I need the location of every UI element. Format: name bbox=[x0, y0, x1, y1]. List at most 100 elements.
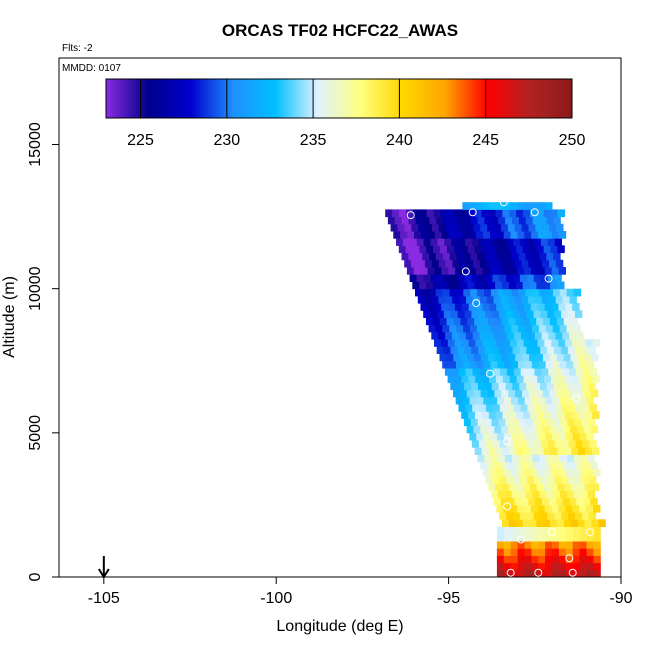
heat-cell bbox=[569, 497, 577, 506]
heat-cell bbox=[520, 404, 528, 412]
heat-cell bbox=[564, 411, 572, 419]
heat-cell bbox=[517, 231, 525, 239]
heat-cell bbox=[538, 360, 547, 369]
heat-cell bbox=[528, 295, 536, 304]
heat-cell bbox=[541, 368, 549, 376]
heat-cell bbox=[549, 223, 557, 232]
heat-cell bbox=[496, 555, 505, 564]
heat-cell bbox=[530, 411, 538, 419]
heat-cell bbox=[545, 231, 553, 239]
heat-cell bbox=[522, 353, 530, 362]
heat-cell bbox=[479, 295, 488, 304]
heat-cell bbox=[573, 396, 581, 405]
heat-cell bbox=[566, 324, 574, 333]
heat-cell bbox=[549, 259, 557, 268]
heat-cell bbox=[489, 468, 498, 477]
heat-cell bbox=[554, 346, 562, 354]
y-tick-label: 15000 bbox=[27, 122, 44, 167]
heat-cell bbox=[547, 310, 555, 318]
heat-cell bbox=[463, 216, 472, 225]
heat-cell bbox=[453, 353, 461, 362]
heat-cell bbox=[551, 504, 559, 513]
heat-cell bbox=[535, 497, 543, 506]
heat-cell bbox=[514, 331, 522, 340]
heat-cell bbox=[492, 404, 501, 412]
heat-cell bbox=[572, 504, 580, 513]
heat-cell bbox=[426, 209, 434, 218]
heat-cell bbox=[525, 418, 534, 427]
heat-cell bbox=[518, 454, 527, 463]
heat-cell bbox=[536, 483, 544, 491]
heat-cell bbox=[592, 339, 600, 347]
heat-cell bbox=[545, 548, 553, 556]
heat-cell bbox=[533, 476, 542, 484]
heat-cell bbox=[488, 245, 496, 254]
heat-cell bbox=[476, 432, 484, 441]
heat-cell bbox=[478, 346, 486, 354]
heat-cell bbox=[469, 360, 478, 369]
heat-cell bbox=[583, 461, 591, 470]
heat-cell bbox=[406, 267, 415, 275]
heat-cell bbox=[508, 281, 517, 290]
heat-cell bbox=[485, 476, 493, 484]
heat-cell bbox=[482, 375, 490, 383]
heat-cell bbox=[550, 447, 558, 455]
heat-cell bbox=[554, 476, 562, 484]
heat-cell bbox=[588, 382, 596, 391]
heat-cell bbox=[429, 216, 437, 225]
heat-cell bbox=[586, 562, 594, 571]
heat-cell bbox=[509, 209, 517, 218]
heat-cell bbox=[479, 368, 487, 376]
heat-cell bbox=[513, 512, 521, 520]
heat-cell bbox=[539, 454, 547, 463]
heat-cell bbox=[544, 375, 552, 383]
heat-cell bbox=[565, 562, 574, 571]
heat-cell bbox=[517, 526, 525, 535]
heat-cell bbox=[584, 519, 592, 527]
heat-cell bbox=[496, 432, 505, 441]
heat-cell bbox=[536, 353, 544, 362]
heat-cell bbox=[544, 339, 552, 347]
heat-cell bbox=[401, 216, 410, 225]
heat-cell bbox=[385, 209, 393, 218]
heat-cell bbox=[545, 324, 554, 333]
heat-cell bbox=[507, 331, 515, 340]
heat-cell bbox=[565, 504, 573, 513]
heat-cell bbox=[545, 569, 553, 578]
heat-cell bbox=[503, 526, 512, 535]
heat-cell bbox=[593, 569, 601, 578]
heat-cell bbox=[538, 555, 546, 564]
heat-cell bbox=[587, 454, 596, 463]
heat-cell bbox=[476, 231, 484, 239]
heat-cell bbox=[553, 382, 562, 391]
heat-cell bbox=[588, 346, 596, 354]
heat-cell bbox=[496, 231, 505, 239]
heat-cell bbox=[431, 331, 439, 340]
heat-cell bbox=[565, 303, 573, 311]
heat-cell bbox=[593, 533, 601, 542]
heat-cell bbox=[568, 404, 577, 412]
heat-cell bbox=[456, 360, 464, 369]
heat-cell bbox=[540, 476, 549, 484]
heat-cell bbox=[505, 346, 514, 354]
colorbar-tick-label: 230 bbox=[213, 132, 240, 149]
heat-cell bbox=[488, 281, 496, 290]
heat-cell bbox=[524, 396, 533, 405]
heat-cell bbox=[519, 274, 528, 282]
heat-cell bbox=[572, 468, 580, 477]
heat-cell bbox=[498, 216, 506, 225]
heat-cell bbox=[436, 346, 445, 354]
heat-cell bbox=[411, 223, 419, 232]
heat-cell bbox=[493, 331, 501, 340]
x-axis-label: Longitude (deg E) bbox=[276, 618, 403, 635]
heat-cell bbox=[545, 202, 553, 210]
heat-cell bbox=[503, 548, 512, 556]
heat-cell bbox=[531, 360, 540, 369]
heat-cell bbox=[524, 533, 532, 542]
heat-cell bbox=[477, 252, 485, 261]
heat-cell bbox=[494, 389, 502, 398]
heat-cell bbox=[431, 259, 440, 268]
heat-cell bbox=[592, 411, 600, 419]
heat-cell bbox=[497, 490, 506, 499]
heat-cell bbox=[427, 303, 435, 311]
